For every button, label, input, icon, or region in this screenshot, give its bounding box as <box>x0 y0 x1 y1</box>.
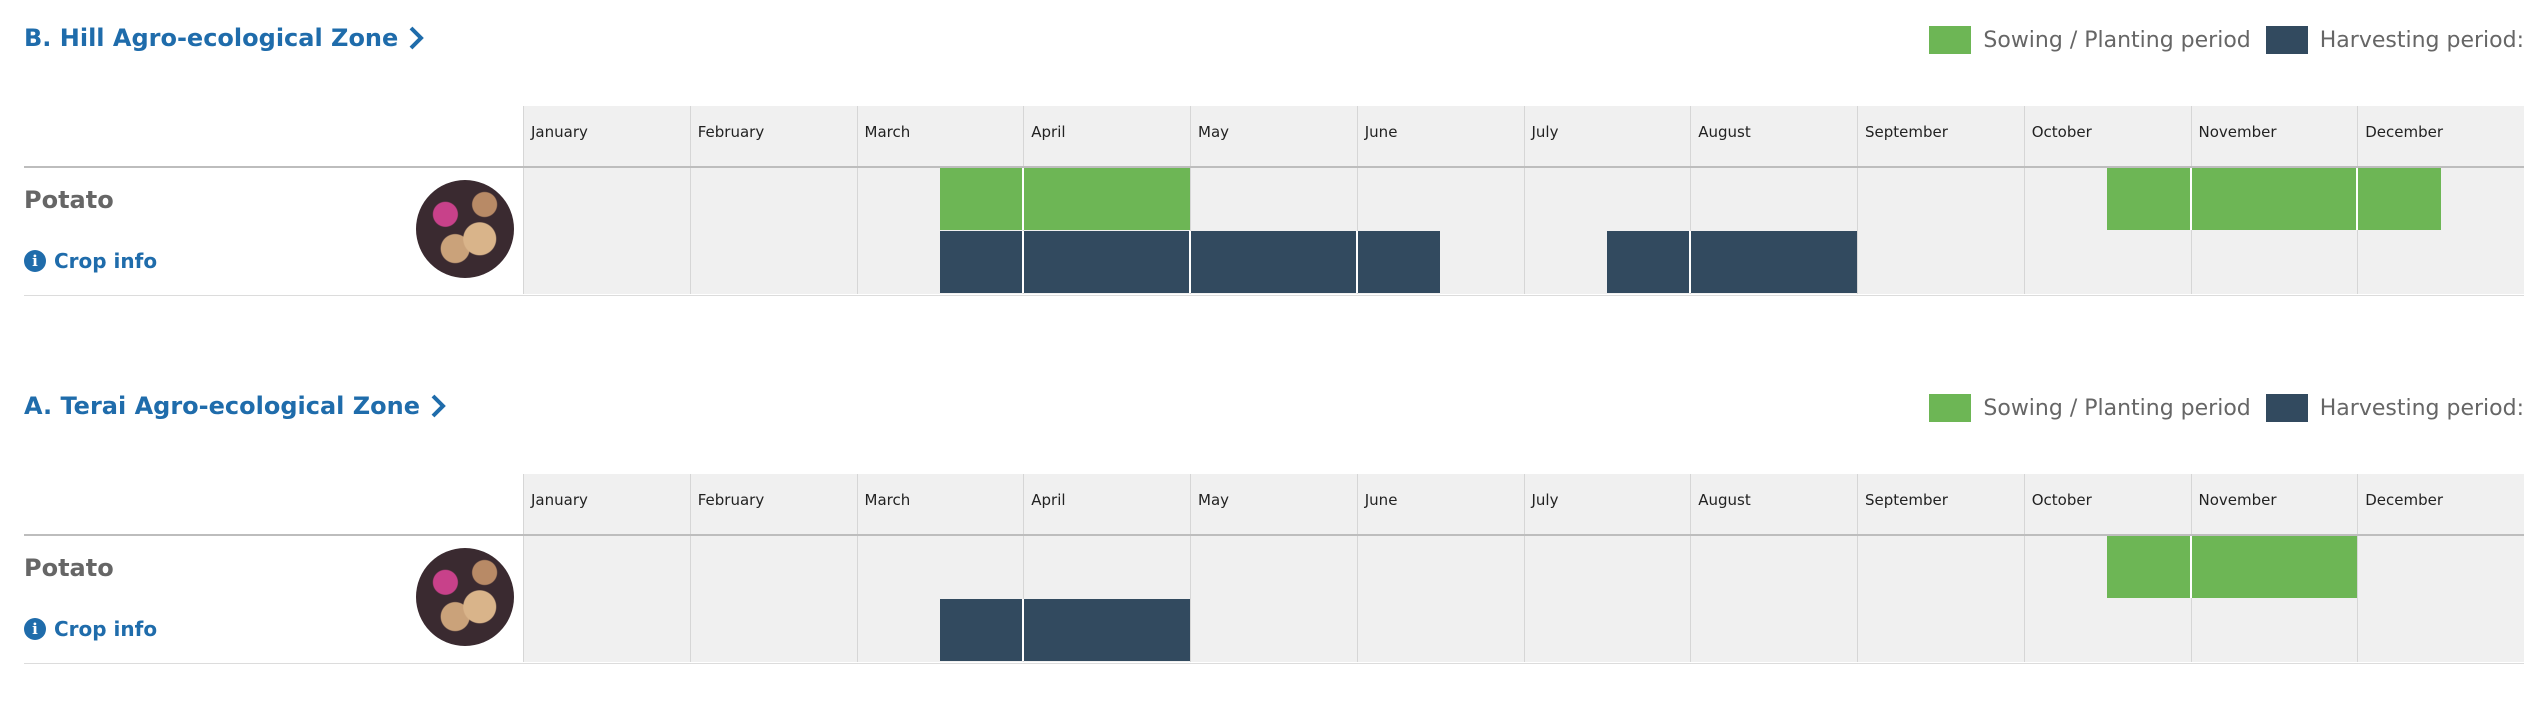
crop-info-link[interactable]: i Crop info <box>24 617 157 641</box>
month-label-june: June <box>1356 106 1524 166</box>
month-label-september: September <box>1857 106 2024 166</box>
zone-title-link[interactable]: A. Terai Agro-ecological Zone <box>24 392 448 420</box>
month-separator <box>2189 536 2192 598</box>
month-gridline <box>1857 168 1858 294</box>
month-separator <box>2356 168 2359 230</box>
month-gridline <box>2357 168 2359 294</box>
month-label-july: July <box>1523 474 1691 534</box>
chevron-right-icon <box>431 394 446 418</box>
header-divider <box>24 166 2524 168</box>
sowing-swatch <box>1929 26 1972 54</box>
month-gridline <box>1190 536 1191 662</box>
month-gridline <box>689 168 691 294</box>
month-label-april: April <box>1023 106 1190 166</box>
month-gridline <box>523 168 524 294</box>
potato-image <box>416 548 514 646</box>
month-label-january: January <box>523 106 690 166</box>
month-gridline <box>2190 168 2192 294</box>
month-label-august: August <box>1690 474 1857 534</box>
month-label-november: November <box>2190 474 2358 534</box>
month-label-september: September <box>1857 474 2024 534</box>
month-gridline <box>1523 168 1525 294</box>
legend-sowing: Sowing / Planting period <box>1929 394 2251 422</box>
row-divider <box>24 295 2524 296</box>
month-gridline <box>689 536 691 662</box>
legend-harvesting: Harvesting period: <box>2265 26 2524 54</box>
month-separator <box>1022 168 1025 230</box>
chevron-right-icon <box>409 26 425 50</box>
legend-harvesting-label: Harvesting period: <box>2319 27 2524 53</box>
month-label-december: December <box>2357 106 2524 166</box>
month-label-may: May <box>1190 474 1357 534</box>
month-label-march: March <box>856 474 1024 534</box>
month-label-october: October <box>2023 474 2191 534</box>
legend-sowing-label: Sowing / Planting period <box>1983 395 2251 421</box>
info-icon: i <box>24 618 46 640</box>
month-gridline <box>856 536 858 662</box>
crop-info-link[interactable]: i Crop info <box>24 249 157 273</box>
month-gridline <box>856 168 858 294</box>
crop-name: Potato <box>24 554 114 582</box>
zone-title-link[interactable]: B. Hill Agro-ecological Zone <box>24 24 426 52</box>
calendar-row <box>523 536 2524 662</box>
crop-info-label: Crop info <box>54 617 158 641</box>
month-label-may: May <box>1190 106 1357 166</box>
row-divider <box>24 663 2524 664</box>
month-gridline <box>2023 168 2025 294</box>
month-separator <box>1355 231 1358 293</box>
month-separator <box>1022 231 1025 293</box>
month-gridline <box>2190 536 2192 662</box>
harvesting-period-bar <box>939 231 1441 293</box>
harvesting-swatch <box>2265 394 2308 422</box>
month-label-november: November <box>2190 106 2358 166</box>
month-label-july: July <box>1523 106 1691 166</box>
legend-sowing: Sowing / Planting period <box>1929 26 2251 54</box>
month-label-february: February <box>689 106 857 166</box>
month-label-february: February <box>689 474 857 534</box>
month-header: January February March April May June July Augu… <box>523 474 2524 534</box>
month-label-january: January <box>523 474 690 534</box>
potato-image <box>416 180 514 278</box>
legend-harvesting: Harvesting period: <box>2265 394 2524 422</box>
sowing-period-bar <box>2107 536 2358 598</box>
month-gridline <box>1690 536 1692 662</box>
month-gridline <box>1857 536 1858 662</box>
sowing-period-bar <box>939 168 1190 230</box>
month-separator <box>1689 231 1692 293</box>
month-gridline <box>1523 536 1525 662</box>
zone-title-text: B. Hill Agro-ecological Zone <box>24 24 399 52</box>
month-gridline <box>523 536 524 662</box>
legend: Sowing / Planting period Harvesting peri… <box>1914 26 2524 54</box>
legend: Sowing / Planting period Harvesting peri… <box>1914 394 2524 422</box>
month-label-august: August <box>1690 106 1857 166</box>
month-header: January February March April May June July Augu… <box>523 106 2524 166</box>
header-divider <box>24 534 2524 536</box>
harvesting-period-bar <box>939 599 1190 661</box>
month-gridline <box>1356 536 1358 662</box>
month-gridline <box>2357 536 2359 662</box>
legend-harvesting-label: Harvesting period: <box>2319 395 2524 421</box>
harvesting-swatch <box>2265 26 2308 54</box>
crop-name: Potato <box>24 186 114 214</box>
month-separator <box>1189 231 1191 293</box>
month-label-october: October <box>2023 106 2191 166</box>
month-label-march: March <box>856 106 1024 166</box>
sowing-swatch <box>1929 394 1972 422</box>
zone-title-text: A. Terai Agro-ecological Zone <box>24 392 420 420</box>
month-label-april: April <box>1023 474 1190 534</box>
month-separator <box>1022 599 1025 661</box>
month-label-june: June <box>1356 474 1524 534</box>
legend-sowing-label: Sowing / Planting period <box>1983 27 2251 53</box>
sowing-period-bar <box>2107 168 2441 230</box>
month-separator <box>2189 168 2192 230</box>
calendar-row <box>523 168 2524 294</box>
info-icon: i <box>24 250 46 272</box>
crop-info-label: Crop info <box>54 249 158 273</box>
month-gridline <box>2023 536 2025 662</box>
month-label-december: December <box>2357 474 2524 534</box>
harvesting-period-bar <box>1606 231 1857 293</box>
